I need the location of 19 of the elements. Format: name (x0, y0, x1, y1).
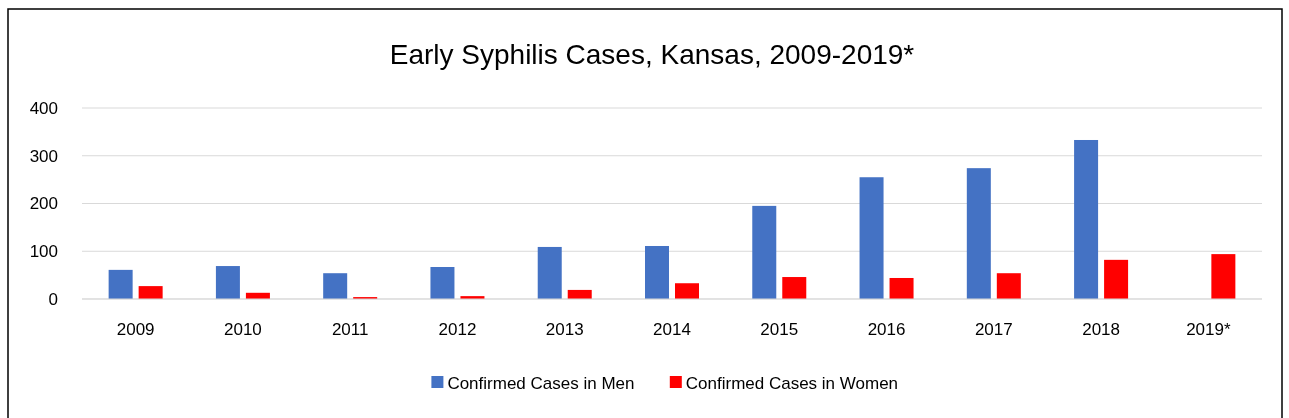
y-tick-label: 100 (29, 242, 58, 262)
x-tick-label: 2017 (974, 320, 1013, 339)
chart-title: Early Syphilis Cases, Kansas, 2009-2019* (389, 39, 915, 70)
x-tick-label: 2010 (224, 320, 262, 339)
legend-label: Confirmed Cases in Women (685, 373, 899, 393)
x-tick-label: 2019* (1186, 320, 1231, 339)
x-tick-label: 2013 (545, 320, 584, 339)
x-tick-label: 2015 (760, 320, 799, 339)
x-tick-label: 2016 (867, 320, 906, 339)
x-tick-label: 2009 (116, 320, 155, 339)
x-tick-label: 2018 (1082, 320, 1121, 339)
legend-label: Confirmed Cases in Men (447, 373, 635, 393)
x-tick-label: 2011 (331, 320, 369, 339)
x-tick-label: 2014 (653, 320, 691, 339)
y-tick-label: 300 (29, 146, 58, 166)
y-tick-label: 400 (29, 98, 58, 118)
y-tick-label: 200 (29, 194, 58, 214)
x-tick-label: 2012 (438, 320, 477, 339)
y-tick-label: 0 (48, 289, 58, 309)
